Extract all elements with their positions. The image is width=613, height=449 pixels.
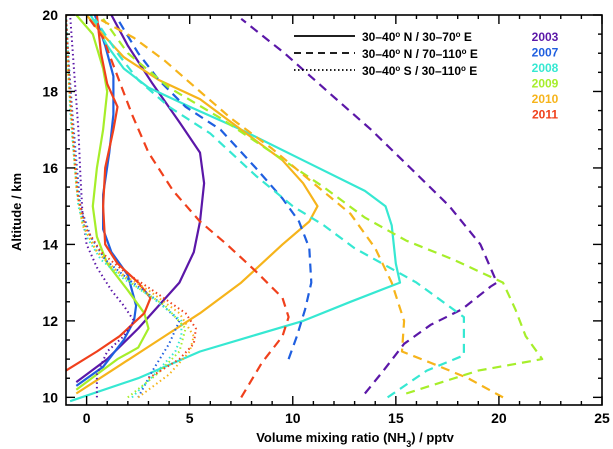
- legend-year-2007: 2007: [532, 46, 559, 60]
- y-tick-label: 18: [42, 83, 58, 99]
- legend-label-dashed: 30–40o N / 70–110o E: [362, 47, 478, 62]
- series-2007-dashed: [116, 18, 313, 360]
- plot-lines: [66, 15, 544, 403]
- legend-year-2003: 2003: [532, 30, 559, 44]
- series-2003-dotted: [69, 15, 135, 398]
- x-tick-label: 5: [186, 410, 194, 426]
- series-2009-dotted: [66, 15, 187, 399]
- y-tick-label: 20: [42, 7, 58, 23]
- series-2008-solid: [69, 15, 402, 403]
- x-tick-label: 0: [83, 410, 91, 426]
- y-axis-title: Altitude / km: [9, 173, 24, 251]
- y-tick-label: 12: [42, 313, 58, 329]
- series-2009-dashed: [102, 18, 544, 395]
- legend-label-dotted: 30–40o S / 30–110o E: [362, 64, 477, 79]
- tick-labels: 0 5 10 15 20 25 10 12 14 16 18 20: [42, 7, 610, 426]
- series-2009-solid: [75, 15, 150, 391]
- x-tick-label: 15: [388, 410, 404, 426]
- x-tick-label: 10: [285, 410, 301, 426]
- legend-label-solid: 30–40o N / 30–70o E: [362, 30, 472, 45]
- y-tick-label: 10: [42, 389, 58, 405]
- series-2008-dashed: [93, 18, 465, 399]
- y-tick-label: 14: [42, 236, 58, 252]
- legend-year-2009: 2009: [532, 77, 559, 91]
- legend-year-2008: 2008: [532, 61, 559, 75]
- series-2010-solid: [75, 15, 319, 395]
- legend: 30–40o N / 30–70o E 30–40o N / 70–110o E 3…: [294, 30, 559, 122]
- x-tick-label: 20: [491, 410, 507, 426]
- series-2011-solid: [66, 15, 152, 372]
- x-tick-label: 25: [594, 410, 610, 426]
- series-2010-dashed: [98, 17, 504, 399]
- legend-year-2010: 2010: [532, 92, 559, 106]
- x-axis-title: Volume mixing ratio (NH3) / pptv: [256, 430, 454, 449]
- series-2011-dashed: [85, 15, 290, 398]
- series-2003-dashed: [240, 17, 498, 395]
- y-tick-label: 16: [42, 160, 58, 176]
- axis-ticks: [66, 14, 603, 405]
- legend-year-2011: 2011: [532, 108, 558, 122]
- series-2003-solid: [75, 15, 206, 383]
- series-2007-solid: [75, 15, 138, 387]
